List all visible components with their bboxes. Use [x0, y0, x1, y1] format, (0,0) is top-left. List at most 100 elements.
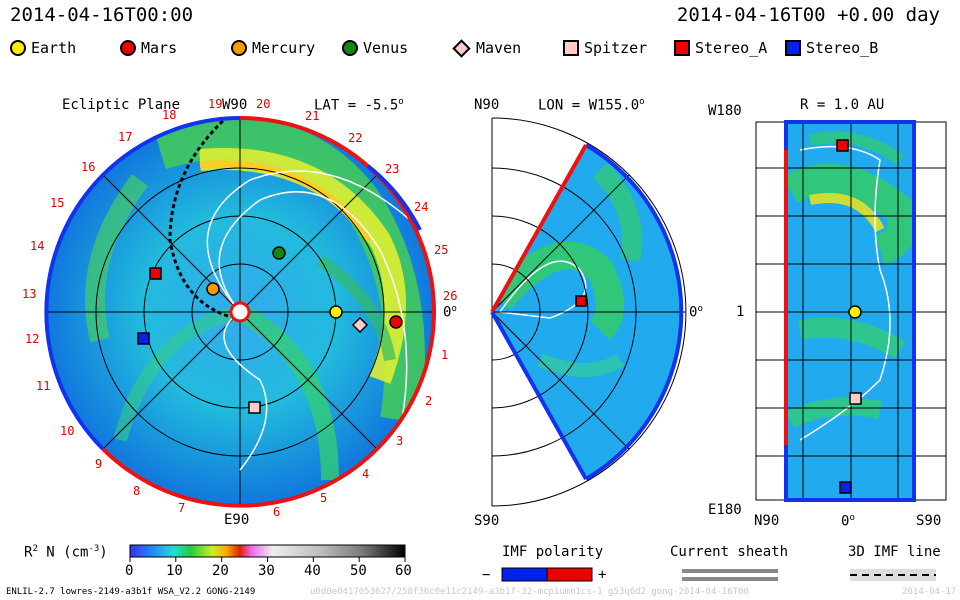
- sector-label: 14: [30, 239, 45, 253]
- ecliptic-top-label: W90: [222, 97, 248, 113]
- model-footer: ENLIL-2.7 lowres-2149-a3b1f WSA_V2.2 GON…: [6, 587, 256, 597]
- legend-label: Earth: [31, 39, 77, 57]
- stereo-b-marker-icon: [785, 40, 801, 56]
- radial-top-left-label: W180: [708, 103, 742, 119]
- meridional-lon-label: LON = W155.0o: [538, 97, 645, 114]
- ecliptic-bottom-label: E90: [224, 512, 250, 528]
- sector-label: 12: [25, 332, 40, 346]
- sector-label: 7: [178, 501, 186, 515]
- mercury-marker-icon: [231, 40, 247, 56]
- legend-item-stereo-b: Stereo_B: [785, 38, 878, 58]
- legend-label: Mercury: [252, 39, 316, 57]
- sector-label: 25: [434, 243, 449, 257]
- sector-label: 16: [81, 160, 96, 174]
- density-colorbar: [129, 544, 406, 562]
- sector-label: 5: [320, 491, 328, 505]
- sector-label: 21: [305, 109, 320, 123]
- body-legend: Earth Mars Mercury Venus Maven Spitzer S…: [10, 38, 950, 60]
- mars-marker-icon: [120, 40, 136, 56]
- offset-title: 2014-04-16T00 +0.00 day: [676, 4, 940, 26]
- stereo-b-radial-marker: [839, 481, 852, 494]
- sector-label: 9: [95, 457, 103, 471]
- sector-label: 24: [414, 200, 429, 214]
- spitzer-marker-icon: [563, 40, 579, 56]
- earth-marker-icon: [10, 40, 26, 56]
- venus-marker-icon: [342, 40, 358, 56]
- imf-line-swatch: [850, 569, 936, 581]
- sector-label: 11: [36, 379, 51, 393]
- colorbar-tick: 10: [166, 563, 183, 579]
- current-sheath-swatch: [682, 569, 778, 581]
- colorbar-tick: 40: [304, 563, 321, 579]
- radial-bottom-s-label: S90: [916, 513, 942, 529]
- stereo-a-meridional-marker: [575, 295, 587, 307]
- radial-r-label: R = 1.0 AU: [800, 97, 885, 113]
- legend-label: Spitzer: [584, 39, 648, 57]
- sector-label: 1: [441, 348, 449, 362]
- colorbar-tick: 20: [212, 563, 229, 579]
- imf-positive-swatch: [546, 567, 593, 582]
- legend-label: Maven: [476, 39, 522, 57]
- radial-bottom-n-label: N90: [754, 513, 780, 529]
- sector-label: 23: [385, 162, 400, 176]
- imf-line-title: 3D IMF line: [848, 544, 941, 560]
- legend-item-mars: Mars: [120, 38, 177, 58]
- earth-marker: [329, 305, 343, 319]
- spitzer-marker: [248, 401, 261, 414]
- ecliptic-lat-label: LAT = -5.5o: [314, 97, 404, 114]
- legend-item-venus: Venus: [342, 38, 408, 58]
- sector-label: 20: [256, 97, 271, 111]
- legend-label: Stereo_A: [695, 39, 768, 57]
- stereo-a-marker-icon: [674, 40, 690, 56]
- date-footer: 2014-04-17: [902, 587, 957, 597]
- radial-mid-left-label: 1: [736, 304, 745, 320]
- sector-label: 10: [60, 424, 75, 438]
- colorbar-tick: 60: [395, 563, 412, 579]
- stereo-a-marker: [149, 267, 162, 280]
- colorbar-tick: 0: [125, 563, 134, 579]
- sector-label: 3: [396, 434, 404, 448]
- sector-label: 8: [133, 484, 141, 498]
- colorbar-tick: 30: [258, 563, 275, 579]
- meridional-plane-plot: [490, 117, 687, 507]
- sector-label: 26: [443, 289, 458, 303]
- sector-label: 13: [22, 287, 37, 301]
- legend-label: Venus: [363, 39, 409, 57]
- legend-label: Mars: [141, 39, 178, 57]
- sector-label: 4: [362, 467, 370, 481]
- imf-minus-label: −: [482, 567, 491, 583]
- stereo-b-marker: [137, 332, 150, 345]
- sector-label: 2: [425, 394, 433, 408]
- mars-marker: [389, 315, 403, 329]
- current-sheath-title: Current sheath: [670, 544, 789, 560]
- colorbar-label: R2 N (cm-3): [24, 544, 108, 561]
- stereo-a-radial-marker: [836, 139, 849, 152]
- legend-item-maven: Maven: [452, 38, 521, 58]
- run-id-footer: u0d0e0417053627/258f36c0e11c2149-a3b1f-3…: [310, 587, 749, 597]
- ecliptic-title: Ecliptic Plane: [62, 97, 181, 113]
- legend-item-stereo-a: Stereo_A: [674, 38, 767, 58]
- meridional-right-label: 0o: [689, 304, 703, 321]
- sector-label: 17: [118, 130, 133, 144]
- radial-map-plot: [755, 120, 947, 502]
- legend-item-spitzer: Spitzer: [563, 38, 647, 58]
- imf-plus-label: +: [598, 567, 607, 583]
- meridional-bottom-label: S90: [474, 513, 500, 529]
- legend-item-mercury: Mercury: [231, 38, 315, 58]
- legend-item-earth: Earth: [10, 38, 76, 58]
- imf-polarity-title: IMF polarity: [502, 544, 604, 560]
- radial-bottom-zero-label: 0o: [841, 513, 855, 530]
- sector-label: 15: [50, 196, 65, 210]
- earth-radial-marker: [848, 305, 862, 319]
- ecliptic-right-label: 0o: [443, 304, 457, 321]
- maven-marker: [351, 316, 369, 334]
- legend-label: Stereo_B: [806, 39, 879, 57]
- radial-bottom-left-label: E180: [708, 502, 742, 518]
- spitzer-radial-marker: [849, 392, 862, 405]
- timestamp-title: 2014-04-16T00:00: [10, 4, 194, 26]
- sector-label: 6: [273, 505, 281, 519]
- sector-label: 22: [348, 131, 363, 145]
- sector-label: 18: [162, 108, 177, 122]
